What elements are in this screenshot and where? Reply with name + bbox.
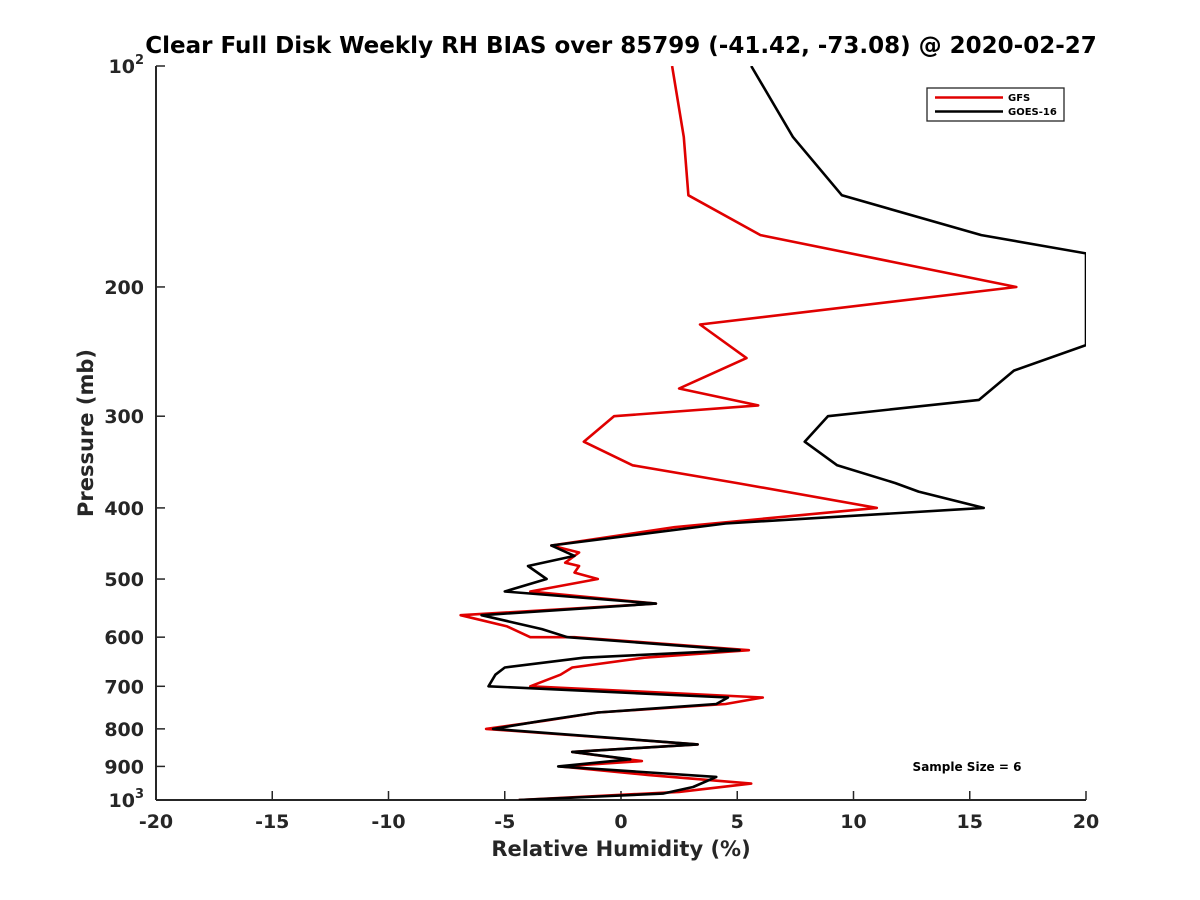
y-tick-label: 300 <box>104 406 144 428</box>
y-tick-base: 300 <box>104 406 144 428</box>
series-lines <box>459 66 1086 800</box>
y-tick-base: 900 <box>104 756 144 778</box>
x-tick-label: 0 <box>614 811 627 833</box>
x-tick-label: -10 <box>371 811 405 833</box>
y-tick-base: 700 <box>104 676 144 698</box>
y-tick-label: 900 <box>104 756 144 778</box>
y-tick-exponent: 2 <box>135 53 144 68</box>
y-tick-label: 400 <box>104 498 144 520</box>
y-tick-base: 400 <box>104 498 144 520</box>
y-tick-label: 102 <box>109 53 145 78</box>
y-tick-base: 500 <box>104 569 144 591</box>
y-tick-label: 700 <box>104 676 144 698</box>
y-tick-base: 800 <box>104 719 144 741</box>
y-tick-label: 600 <box>104 627 144 649</box>
y-axis-label: Pressure (mb) <box>74 349 98 517</box>
x-tick-label: 10 <box>840 811 866 833</box>
y-tick-exponent: 3 <box>135 787 144 802</box>
x-tick-label: 5 <box>731 811 744 833</box>
sample-size-annotation: Sample Size = 6 <box>913 760 1022 774</box>
legend-box <box>926 87 1065 122</box>
y-tick-label: 800 <box>104 719 144 741</box>
x-tick-label: -15 <box>255 811 289 833</box>
axes: -20 -15 -10 -5 0 5 10 15 20102200300400500600700… <box>104 53 1099 833</box>
chart-title: Clear Full Disk Weekly RH BIAS over 8579… <box>145 33 1097 59</box>
x-tick-label: 20 <box>1073 811 1099 833</box>
legend-entry-label: GOES-16 <box>1008 107 1057 118</box>
x-axis-label: Relative Humidity (%) <box>491 837 750 861</box>
x-tick-label: -5 <box>494 811 515 833</box>
y-tick-base: 600 <box>104 627 144 649</box>
y-tick-base: 10 <box>109 56 135 78</box>
y-tick-label: 200 <box>104 277 144 299</box>
y-tick-base: 200 <box>104 277 144 299</box>
legend: GFS GOES-16 <box>926 87 1065 122</box>
x-tick-label: 15 <box>957 811 983 833</box>
series-line-goes-16 <box>480 66 1086 800</box>
legend-entry-label: GFS <box>1008 93 1030 104</box>
y-tick-label: 103 <box>109 787 145 812</box>
x-tick-label: -20 <box>139 811 173 833</box>
y-tick-label: 500 <box>104 569 144 591</box>
y-tick-base: 10 <box>109 790 135 812</box>
